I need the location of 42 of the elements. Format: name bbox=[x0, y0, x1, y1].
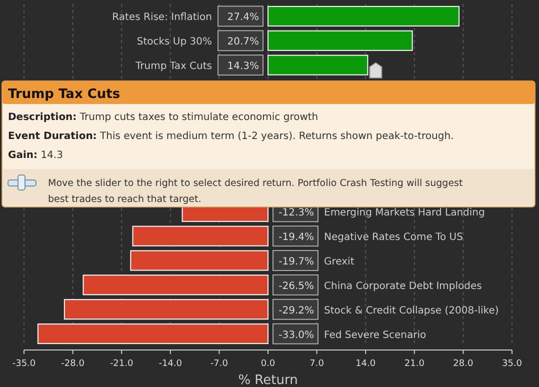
x-tick-label: -21.0 bbox=[110, 359, 134, 369]
annotation: Move the slider to the right to select desired return. Portfolio Crash Testing will suggest best trades to reach that target. bbox=[48, 178, 463, 205]
annotation: Event Duration: This event is medium term (1-2 years). Returns shown peak-to-trough. bbox=[8, 131, 454, 142]
x-axis-title: % Return bbox=[238, 373, 298, 387]
y-tick-label: Rates Rise: Inflation bbox=[112, 12, 212, 24]
data-label: 27.4% bbox=[227, 12, 259, 24]
bar bbox=[268, 30, 413, 51]
data-label: -12.3% bbox=[278, 208, 314, 219]
y-tick-label: China Corporate Debt Implodes bbox=[324, 280, 482, 292]
bar bbox=[268, 6, 460, 26]
bar bbox=[130, 250, 268, 271]
bar bbox=[82, 274, 268, 296]
x-tick-label: 0.0 bbox=[260, 359, 276, 369]
x-tick-label: -28.0 bbox=[61, 359, 85, 369]
bar bbox=[64, 299, 268, 320]
bar bbox=[37, 324, 268, 344]
x-tick-label: -7.0 bbox=[210, 359, 228, 369]
y-tick-label: Stocks Up 30% bbox=[136, 36, 212, 48]
data-label: -26.5% bbox=[278, 280, 314, 292]
x-tick-label: 28.0 bbox=[453, 359, 474, 369]
y-tick-label: Fed Severe Scenario bbox=[324, 330, 426, 341]
data-label: -33.0% bbox=[278, 330, 314, 341]
annotation: Description: Trump cuts taxes to stimulate economic growth bbox=[8, 112, 318, 123]
data-label: 20.7% bbox=[227, 36, 259, 48]
x-tick-label: -14.0 bbox=[158, 359, 182, 369]
x-tick-label: 14.0 bbox=[356, 359, 376, 369]
annotation: Gain: 14.3 bbox=[8, 150, 63, 161]
y-tick-label: Stock & Credit Collapse (2008-like) bbox=[324, 305, 499, 316]
data-label: -19.7% bbox=[278, 256, 314, 268]
x-tick-label: 21.0 bbox=[404, 359, 425, 369]
data-label: 14.3% bbox=[227, 61, 259, 72]
x-tick-label: 7.0 bbox=[310, 359, 324, 369]
x-tick-label: 35.0 bbox=[502, 359, 522, 369]
y-tick-label: Emerging Markets Hard Landing bbox=[324, 208, 485, 219]
y-tick-label: Negative Rates Come To US bbox=[324, 232, 463, 244]
x-tick-label: -35.0 bbox=[12, 359, 36, 369]
y-tick-label: Trump Tax Cuts bbox=[134, 61, 212, 72]
annotation: Trump Tax Cuts bbox=[8, 87, 120, 102]
y-tick-label: Grexit bbox=[324, 256, 354, 268]
bar bbox=[132, 226, 268, 246]
data-label: -19.4% bbox=[278, 232, 314, 244]
data-label: -29.2% bbox=[278, 305, 314, 316]
